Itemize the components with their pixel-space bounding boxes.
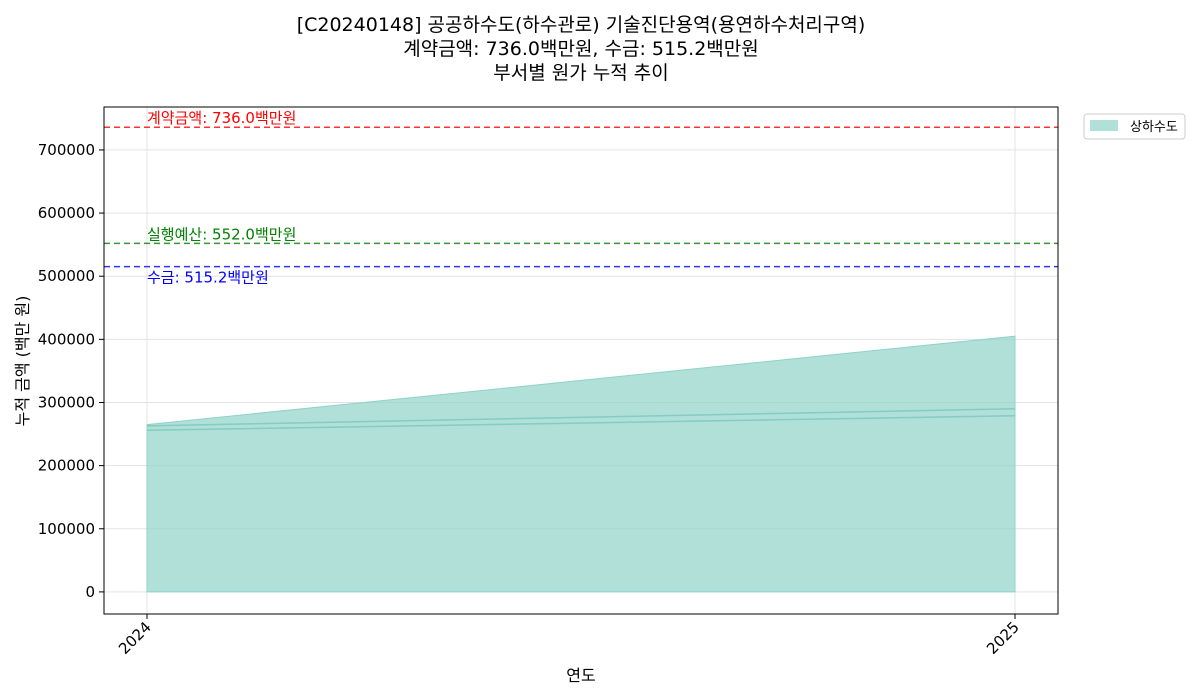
y-tick-label-1: 100000 <box>38 520 95 538</box>
legend-label: 상하수도 <box>1130 120 1178 135</box>
area-inner-line-1 <box>146 414 1016 432</box>
y-tick-label-3: 300000 <box>38 393 95 411</box>
x-tick-label-1: 2025 <box>983 618 1023 658</box>
x-axis-label: 연도 <box>566 666 595 685</box>
plot-frame <box>103 106 1059 615</box>
area-series <box>146 335 1016 593</box>
y-tick-label-0: 0 <box>85 583 95 601</box>
chart-title-line-1: [C20240148] 공공하수도(하수관로) 기술진단용역(용연하수처리구역) <box>297 14 866 36</box>
y-axis-label: 누적 금액 (백만 원) <box>13 296 32 427</box>
reference-label-1: 실행예산: 552.0백만원 <box>147 225 296 243</box>
y-tick-label-7: 700000 <box>38 141 95 159</box>
x-tick-label-0: 2024 <box>115 618 155 658</box>
chart-title-line-3: 부서별 원가 누적 추이 <box>493 62 668 84</box>
y-tick-label-2: 200000 <box>38 457 95 475</box>
legend-swatch <box>1090 120 1118 131</box>
y-tick-label-4: 400000 <box>38 330 95 348</box>
reference-label-2: 수금: 515.2백만원 <box>147 269 269 287</box>
y-tick-label-5: 500000 <box>38 267 95 285</box>
area-series-fill <box>146 335 1016 593</box>
y-tick-label-6: 600000 <box>38 204 95 222</box>
legend: 상하수도 <box>1083 113 1186 140</box>
area-inner-line-0 <box>146 408 1016 427</box>
reference-label-0: 계약금액: 736.0백만원 <box>147 109 296 127</box>
chart-title-line-2: 계약금액: 736.0백만원, 수금: 515.2백만원 <box>403 38 759 60</box>
chart-title: [C20240148] 공공하수도(하수관로) 기술진단용역(용연하수처리구역)… <box>297 14 866 84</box>
